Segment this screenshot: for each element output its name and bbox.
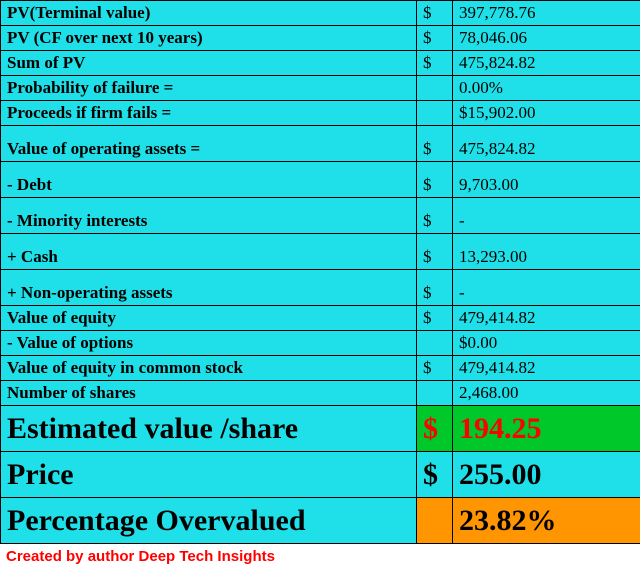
row-proceeds-fail: Proceeds if firm fails = $15,902.00 (1, 101, 640, 126)
sym (417, 381, 453, 406)
label: Value of equity (1, 306, 417, 331)
row-estimated-value: Estimated value /share $ 194.25 (1, 406, 640, 452)
label: + Non-operating assets (1, 270, 417, 306)
value: 397,778.76 (453, 1, 640, 26)
row-debt: - Debt $ 9,703.00 (1, 162, 640, 198)
label: - Debt (1, 162, 417, 198)
value: 78,046.06 (453, 26, 640, 51)
label: - Value of options (1, 331, 417, 356)
row-value-equity: Value of equity $ 479,414.82 (1, 306, 640, 331)
row-pv-terminal: PV(Terminal value) $ 397,778.76 (1, 1, 640, 26)
value: $0.00 (453, 331, 640, 356)
value: 475,824.82 (453, 126, 640, 162)
label: Value of equity in common stock (1, 356, 417, 381)
sym (417, 498, 453, 544)
value: 23.82% (453, 498, 640, 544)
sym: $ (417, 356, 453, 381)
sym (417, 76, 453, 101)
row-value-op-assets: Value of operating assets = $ 475,824.82 (1, 126, 640, 162)
sym: $ (417, 406, 453, 452)
value: 194.25 (453, 406, 640, 452)
sym (417, 101, 453, 126)
sym: $ (417, 126, 453, 162)
sym: $ (417, 26, 453, 51)
label: Number of shares (1, 381, 417, 406)
row-minority: - Minority interests $ - (1, 198, 640, 234)
value: $15,902.00 (453, 101, 640, 126)
row-value-eq-common: Value of equity in common stock $ 479,41… (1, 356, 640, 381)
row-pct-over: Percentage Overvalued 23.82% (1, 498, 640, 544)
value: - (453, 198, 640, 234)
label: - Minority interests (1, 198, 417, 234)
value: 0.00% (453, 76, 640, 101)
label: Sum of PV (1, 51, 417, 76)
row-num-shares: Number of shares 2,468.00 (1, 381, 640, 406)
value: 255.00 (453, 452, 640, 498)
label: PV(Terminal value) (1, 1, 417, 26)
sym: $ (417, 270, 453, 306)
sym: $ (417, 306, 453, 331)
sym (417, 331, 453, 356)
row-cash: + Cash $ 13,293.00 (1, 234, 640, 270)
label: Estimated value /share (1, 406, 417, 452)
label: Value of operating assets = (1, 126, 417, 162)
sym: $ (417, 51, 453, 76)
sym: $ (417, 162, 453, 198)
row-prob-fail: Probability of failure = 0.00% (1, 76, 640, 101)
label: PV (CF over next 10 years) (1, 26, 417, 51)
row-non-op: + Non-operating assets $ - (1, 270, 640, 306)
sym: $ (417, 198, 453, 234)
credit-line: Created by author Deep Tech Insights (0, 544, 640, 569)
row-sum-pv: Sum of PV $ 475,824.82 (1, 51, 640, 76)
label: Percentage Overvalued (1, 498, 417, 544)
label: + Cash (1, 234, 417, 270)
value: 13,293.00 (453, 234, 640, 270)
value: 9,703.00 (453, 162, 640, 198)
value: 2,468.00 (453, 381, 640, 406)
label: Price (1, 452, 417, 498)
sym: $ (417, 234, 453, 270)
value: 479,414.82 (453, 356, 640, 381)
row-pv-cf10: PV (CF over next 10 years) $ 78,046.06 (1, 26, 640, 51)
value: - (453, 270, 640, 306)
valuation-table: PV(Terminal value) $ 397,778.76 PV (CF o… (0, 0, 640, 544)
value: 475,824.82 (453, 51, 640, 76)
sym: $ (417, 452, 453, 498)
label: Probability of failure = (1, 76, 417, 101)
row-price: Price $ 255.00 (1, 452, 640, 498)
sym: $ (417, 1, 453, 26)
label: Proceeds if firm fails = (1, 101, 417, 126)
row-value-options: - Value of options $0.00 (1, 331, 640, 356)
value: 479,414.82 (453, 306, 640, 331)
